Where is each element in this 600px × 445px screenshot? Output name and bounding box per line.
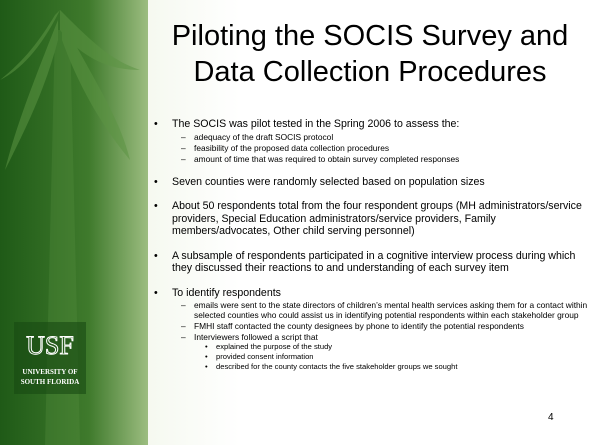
bullet-text: About 50 respondents total from the four… bbox=[172, 200, 582, 237]
title-line: Piloting the SOCIS Survey and bbox=[171, 20, 569, 52]
bullet: The SOCIS was pilot tested in the Spring… bbox=[150, 118, 590, 164]
bullet-text: The SOCIS was pilot tested in the Spring… bbox=[172, 118, 460, 130]
sub-bullet-text: feasibility of the proposed data collect… bbox=[194, 142, 390, 153]
sub-bullet: amount of time that was required to obta… bbox=[172, 154, 590, 164]
sub-bullet: Interviewers followed a script thatexpla… bbox=[172, 332, 590, 372]
sub-bullet-text: FMHI staff contacted the county designee… bbox=[194, 321, 524, 331]
sub-bullet-text: Interviewers followed a script that bbox=[194, 332, 318, 342]
sub-bullet: emails were sent to the state directors … bbox=[172, 300, 590, 320]
sub-bullet: feasibility of the proposed data collect… bbox=[172, 143, 590, 153]
bullet: To identify respondentsemails were sent … bbox=[150, 287, 590, 373]
bullet: About 50 respondents total from the four… bbox=[150, 200, 590, 238]
bullet-text: A subsample of respondents participated … bbox=[172, 249, 576, 275]
slide-title: Piloting the SOCIS Survey and Data Collec… bbox=[150, 18, 590, 90]
sub-bullet: adequacy of the draft SOCIS protocol bbox=[172, 132, 590, 142]
bullet: Seven counties were randomly selected ba… bbox=[150, 176, 590, 189]
bullet: A subsample of respondents participated … bbox=[150, 250, 590, 275]
sub-bullet-text: amount of time that was required to obta… bbox=[194, 153, 460, 164]
sub-sub-bullet: described for the county contacts the fi… bbox=[194, 362, 590, 372]
sub-bullet-text: emails were sent to the state directors … bbox=[194, 300, 588, 320]
logo-name: UNIVERSITY OF bbox=[22, 368, 77, 376]
sub-bullet: FMHI staff contacted the county designee… bbox=[172, 321, 590, 331]
page-number: 4 bbox=[548, 412, 554, 423]
sub-sub-bullet: explained the purpose of the study bbox=[194, 342, 590, 352]
bullet-text: To identify respondents bbox=[172, 286, 281, 299]
bullet-text: Seven counties were randomly selected ba… bbox=[172, 175, 485, 188]
logo-name: SOUTH FLORIDA bbox=[21, 378, 80, 386]
bullet-list: The SOCIS was pilot tested in the Spring… bbox=[150, 118, 590, 384]
logo-mark: USF bbox=[26, 331, 74, 360]
sub-sub-bullet: provided consent information bbox=[194, 352, 590, 362]
usf-logo: USF UNIVERSITY OF SOUTH FLORIDA bbox=[14, 322, 86, 394]
title-line: Data Collection Procedures bbox=[193, 56, 547, 88]
sub-bullet-text: adequacy of the draft SOCIS protocol bbox=[194, 131, 334, 142]
